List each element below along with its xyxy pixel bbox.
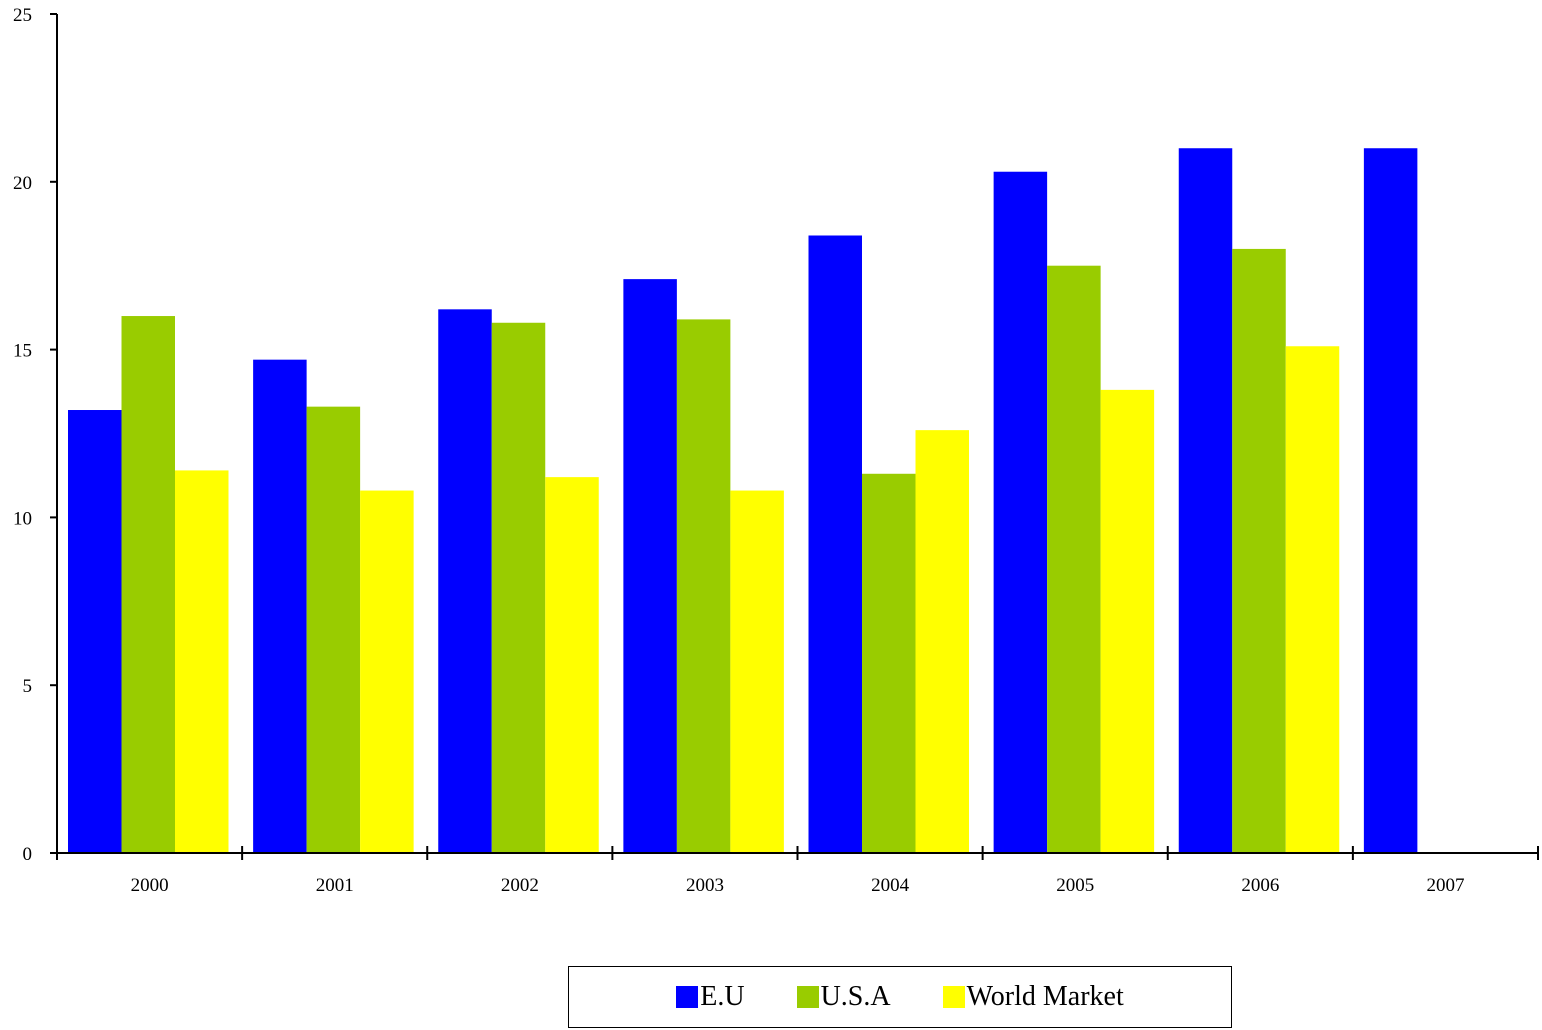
y-tick-label: 25 bbox=[13, 5, 32, 26]
x-tick-label-2005: 2005 bbox=[1056, 875, 1094, 896]
x-tick-label-2001: 2001 bbox=[316, 875, 354, 896]
bar-world-market-2006 bbox=[1285, 346, 1340, 853]
legend-swatch bbox=[796, 986, 819, 1008]
legend-label: World Market bbox=[966, 981, 1124, 1012]
y-tick-label: 0 bbox=[23, 844, 33, 865]
bar-e-u-2001 bbox=[253, 359, 307, 853]
legend-item-world-market: World Market bbox=[942, 981, 1124, 1012]
bar-world-market-2000 bbox=[175, 470, 229, 853]
bar-u-s-a-2000 bbox=[121, 316, 175, 853]
x-tick-label-2004: 2004 bbox=[871, 875, 910, 896]
y-tick-label: 5 bbox=[23, 676, 33, 697]
x-tick-label-2002: 2002 bbox=[501, 875, 539, 896]
bar-e-u-2007 bbox=[1363, 148, 1418, 854]
legend-swatch bbox=[676, 986, 699, 1008]
bar-u-s-a-2002 bbox=[491, 322, 546, 853]
bar-e-u-2002 bbox=[438, 309, 492, 853]
bar-e-u-2005 bbox=[993, 171, 1048, 853]
bar-world-market-2003 bbox=[730, 490, 784, 853]
bar-e-u-2000 bbox=[68, 410, 122, 853]
bar-u-s-a-2003 bbox=[676, 319, 731, 853]
legend: E.U U.S.A World Market bbox=[568, 966, 1232, 1028]
y-tick-label: 20 bbox=[13, 173, 32, 194]
bar-e-u-2003 bbox=[623, 279, 677, 853]
legend-label: E.U bbox=[700, 981, 745, 1012]
bar-world-market-2002 bbox=[545, 477, 599, 853]
legend-item-e-u: E.U bbox=[676, 981, 745, 1012]
legend-swatch bbox=[942, 986, 965, 1008]
bar-world-market-2004 bbox=[915, 430, 969, 853]
bar-world-market-2005 bbox=[1100, 389, 1155, 853]
legend-label: U.S.A bbox=[820, 981, 891, 1012]
bar-u-s-a-2004 bbox=[862, 473, 916, 853]
y-tick-label: 15 bbox=[13, 341, 32, 362]
x-tick-label-2003: 2003 bbox=[686, 875, 724, 896]
axes-layer: 0 5 10 15 20 25 2000 2001 2002 2003 2004 2005 2006 20… bbox=[13, 5, 1539, 896]
bar-chart: 0 5 10 15 20 25 2000 2001 2002 2003 2004 2005 2006 20… bbox=[13, 5, 1539, 896]
bars-layer bbox=[68, 148, 1418, 854]
bar-e-u-2006 bbox=[1178, 148, 1233, 854]
bar-u-s-a-2005 bbox=[1047, 265, 1101, 853]
x-tick-label-2006: 2006 bbox=[1241, 875, 1279, 896]
bar-e-u-2004 bbox=[808, 235, 862, 854]
bar-world-market-2001 bbox=[360, 490, 414, 853]
x-tick-label-2007: 2007 bbox=[1426, 875, 1464, 896]
x-tick-label-2000: 2000 bbox=[131, 875, 169, 896]
bar-u-s-a-2006 bbox=[1232, 248, 1286, 854]
y-tick-label: 10 bbox=[13, 508, 32, 529]
bar-u-s-a-2001 bbox=[306, 406, 361, 853]
legend-item-u-s-a: U.S.A bbox=[796, 981, 891, 1012]
